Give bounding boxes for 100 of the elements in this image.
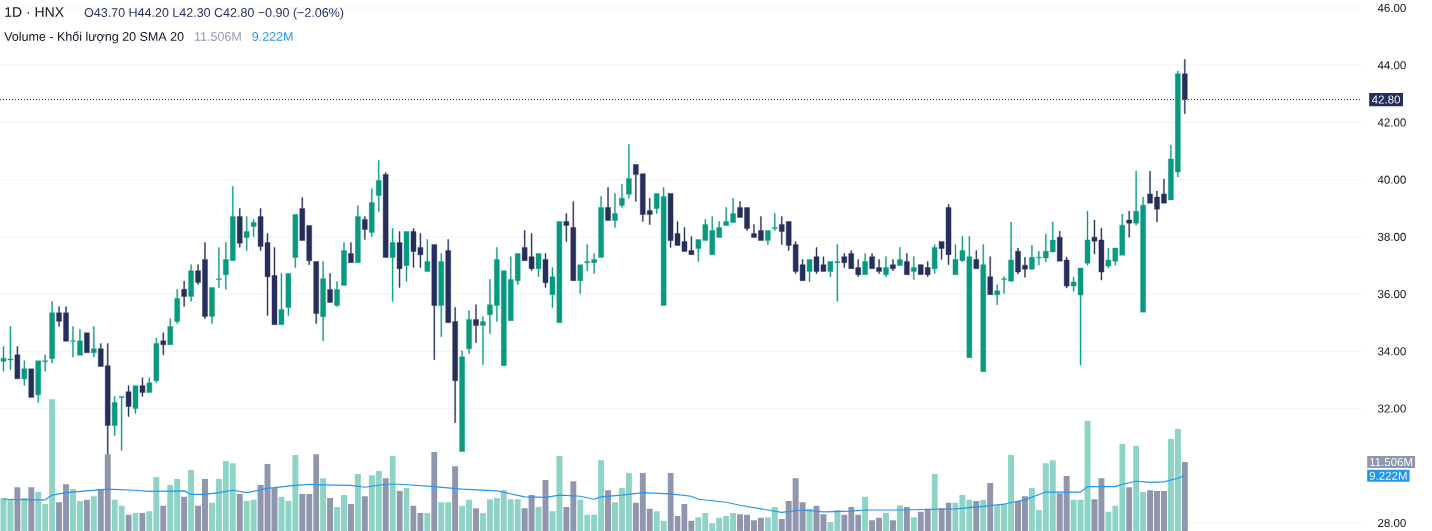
candlestick (243, 216, 250, 251)
y-tick-label: 42.00 (1377, 118, 1406, 127)
candlestick (424, 239, 431, 272)
annotation: Volume - Khối lượng 20 SMA 20 (4, 31, 184, 44)
candlestick (542, 253, 549, 288)
candlestick (904, 253, 910, 275)
candlestick (111, 396, 118, 436)
candlestick (327, 273, 333, 303)
y-tick-label: 28.00 (1378, 518, 1406, 528)
bar (160, 505, 167, 531)
candlestick (216, 247, 222, 288)
bar (806, 508, 813, 531)
candlestick (389, 228, 396, 302)
annotation: O43.70 H44.20 L42.30 C42.80 −0.90 (−2.06%) (84, 7, 344, 20)
y2-tick-label: 9.222M (1369, 471, 1407, 480)
y-tick-label: 46.00 (1377, 3, 1406, 13)
candlestick (911, 256, 917, 280)
candlestick (626, 144, 632, 199)
bar (473, 508, 479, 531)
candlestick (931, 244, 938, 274)
bar (452, 466, 459, 531)
bar (320, 478, 327, 531)
candlestick (772, 213, 778, 231)
candlestick (209, 287, 215, 324)
bar (827, 522, 834, 531)
candlestick (160, 332, 167, 355)
candlestick (403, 231, 410, 282)
candlestick (987, 256, 993, 295)
ref-line-label: 42.80 (1371, 95, 1401, 104)
candlestick (14, 346, 21, 379)
candlestick (341, 242, 347, 286)
candlestick (355, 205, 361, 263)
bar (535, 507, 542, 531)
candlestick (250, 219, 257, 237)
candlestick (459, 350, 465, 452)
candlestick (285, 273, 292, 316)
chart-title: 1D · HNX (5, 7, 64, 17)
candlestick (49, 301, 55, 364)
candlestick (1126, 210, 1132, 238)
candlestick (167, 318, 173, 345)
candlestick (118, 396, 125, 451)
candlestick (570, 201, 576, 281)
bar (889, 520, 896, 531)
candlestick (91, 326, 97, 358)
candlestick (605, 187, 611, 221)
candlestick (139, 377, 146, 397)
bar (382, 478, 389, 531)
bar (396, 490, 403, 531)
candlestick (973, 250, 980, 269)
bar (90, 496, 97, 531)
candlestick (535, 253, 542, 277)
bar (980, 499, 987, 531)
candlestick (174, 289, 180, 324)
candlestick (598, 196, 604, 258)
bar (910, 517, 917, 531)
bar (83, 499, 90, 531)
candlestick (980, 244, 986, 372)
candlestick (577, 264, 583, 294)
bar (605, 490, 612, 531)
candlestick (21, 360, 28, 386)
bar (862, 496, 869, 531)
candlestick (806, 259, 813, 282)
bar (389, 456, 396, 531)
annotation: 11.506M (195, 32, 241, 41)
candlestick (369, 188, 375, 237)
bar (354, 474, 361, 531)
candlestick (466, 310, 472, 354)
candlestick (292, 214, 299, 268)
candlestick (619, 184, 625, 208)
candlestick (28, 368, 34, 398)
candlestick (1084, 210, 1091, 266)
candlestick (563, 213, 570, 242)
candlestick (146, 377, 153, 393)
candlestick (320, 261, 326, 341)
candlestick (313, 261, 319, 324)
candlestick (125, 385, 132, 417)
candlestick (473, 304, 479, 343)
y-tick-label: 34.00 (1377, 347, 1406, 356)
candlestick (376, 160, 382, 212)
candlestick (153, 337, 160, 383)
bar (361, 496, 368, 531)
candlestick (237, 208, 243, 248)
candlestick (431, 244, 438, 360)
candlestick (862, 253, 868, 275)
bar (327, 498, 334, 531)
y-tick-label: 44.00 (1377, 61, 1406, 70)
y-tick-label: 36.00 (1377, 290, 1406, 299)
candlestick (278, 273, 285, 325)
candlestick (181, 281, 187, 307)
candlestick (890, 259, 896, 271)
bar (125, 514, 132, 531)
bar (883, 513, 889, 531)
candlestick (84, 332, 90, 353)
y-tick-label: 38.00 (1377, 232, 1406, 241)
bar (424, 513, 431, 531)
bar (903, 507, 910, 531)
bar (931, 474, 938, 531)
candlestick (480, 316, 486, 365)
candlestick (396, 231, 403, 288)
candlestick (132, 385, 139, 414)
